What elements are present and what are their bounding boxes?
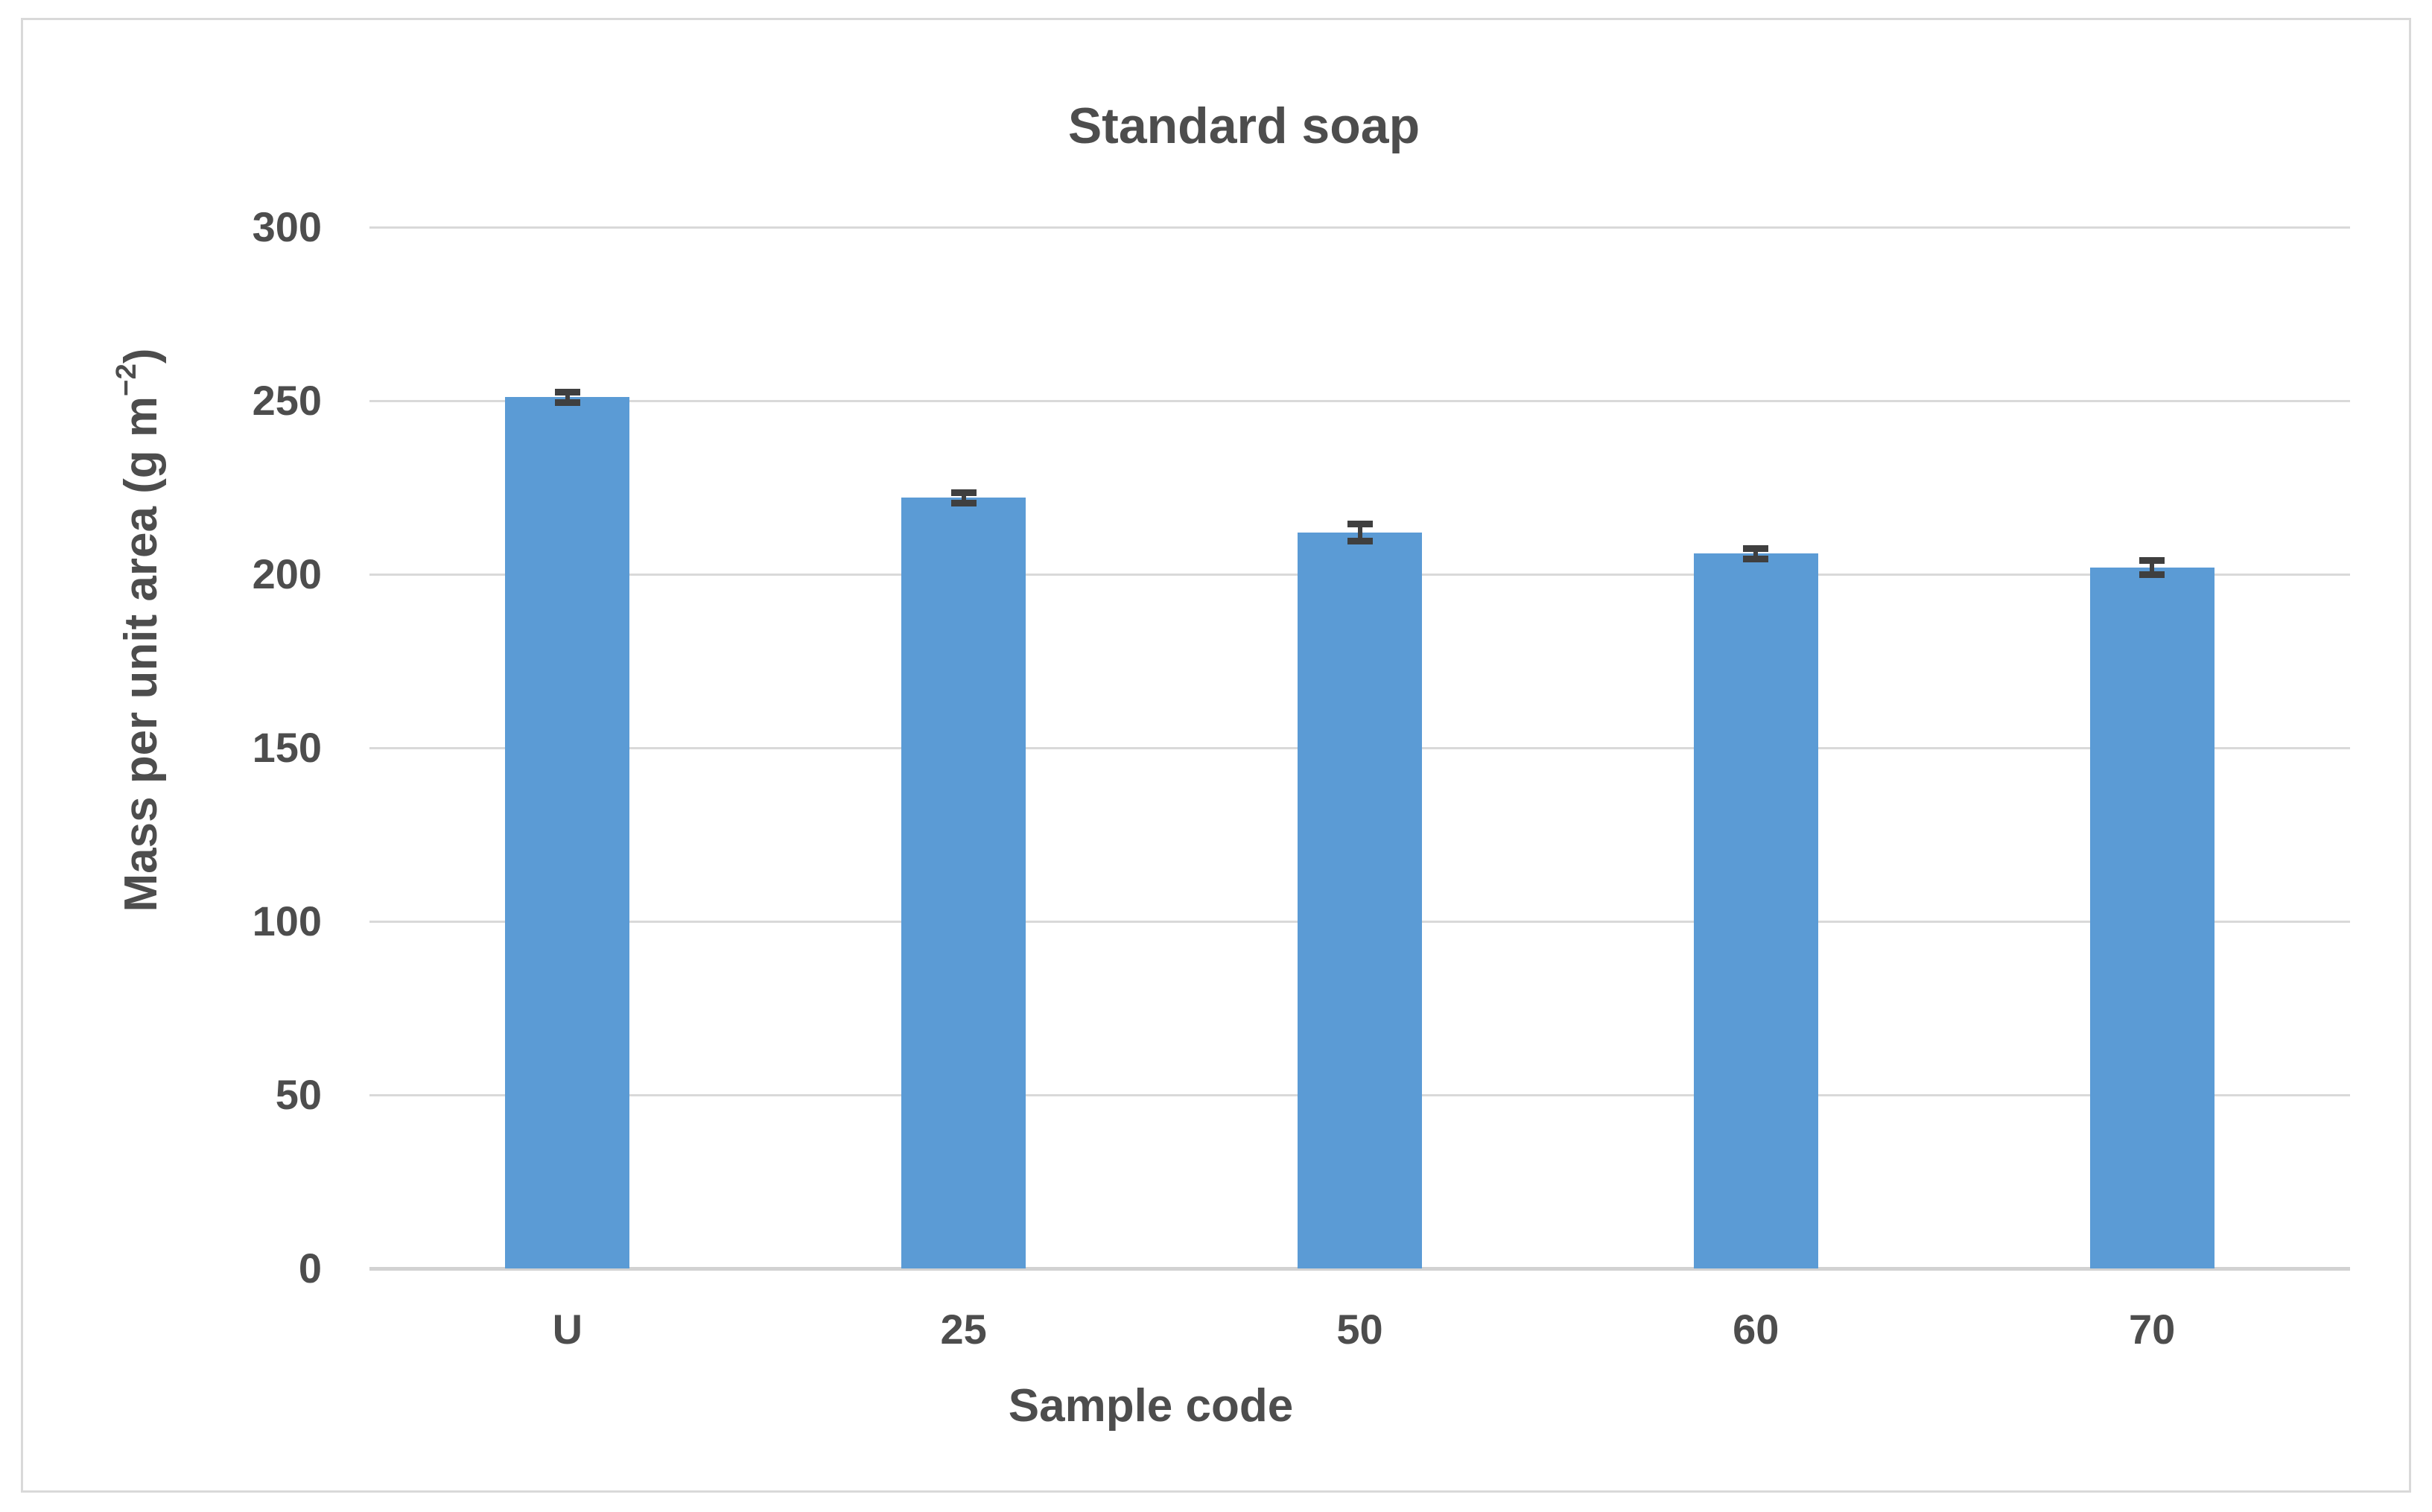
error-bar: [2150, 560, 2155, 574]
y-tick-label: 250: [252, 377, 322, 424]
bar-70: [2089, 567, 2214, 1268]
error-bar-cap: [554, 398, 580, 406]
y-tick-label: 50: [275, 1071, 322, 1118]
y-tick-label: 0: [298, 1245, 322, 1292]
bar-60: [1693, 553, 1818, 1268]
y-tick-label: 200: [252, 550, 322, 597]
x-axis-title: Sample code: [1008, 1380, 1294, 1432]
y-tick-label: 150: [252, 724, 322, 771]
error-bar-cap: [1743, 555, 1769, 562]
x-category-label: U: [552, 1306, 583, 1353]
x-category-label: 25: [940, 1306, 987, 1353]
error-bar: [565, 392, 570, 403]
error-bar-cap: [1347, 538, 1373, 545]
error-bar: [1753, 548, 1759, 559]
y-axis-title-text: Mass per unit area (g m: [115, 396, 167, 912]
gridline: [369, 399, 2350, 402]
error-bar-cap: [950, 499, 977, 506]
bar-25: [901, 498, 1026, 1268]
bar-50: [1298, 533, 1422, 1268]
chart-title: Standard soap: [1067, 98, 1420, 154]
error-bar: [961, 492, 966, 504]
figure-border: [21, 18, 2411, 1493]
error-bar: [1357, 524, 1362, 541]
gridline: [369, 226, 2350, 229]
error-bar-cap: [1743, 544, 1769, 552]
y-tick-label: 100: [252, 898, 322, 944]
error-bar-cap: [554, 388, 580, 396]
x-category-label: 70: [2128, 1306, 2176, 1353]
y-axis-title-suffix: ): [115, 348, 167, 364]
error-bar-cap: [2139, 556, 2165, 564]
error-bar-cap: [1347, 520, 1373, 527]
error-bar-cap: [2139, 571, 2165, 578]
y-tick-label: 300: [252, 203, 322, 250]
x-category-label: 60: [1733, 1306, 1779, 1353]
x-category-label: 50: [1336, 1306, 1383, 1353]
bar-U: [505, 397, 630, 1268]
x-axis-line: [369, 1266, 2350, 1271]
error-bar-cap: [950, 489, 977, 496]
